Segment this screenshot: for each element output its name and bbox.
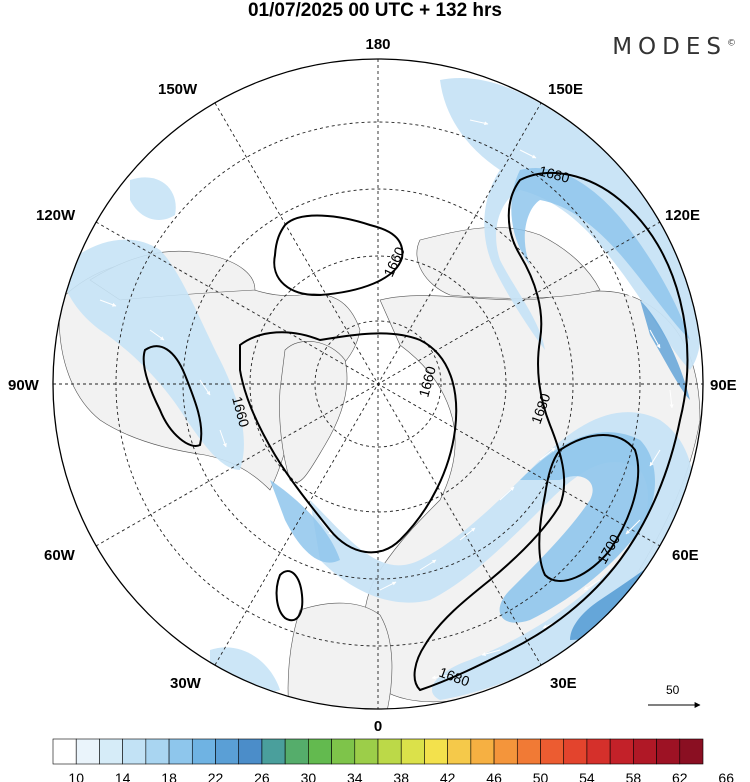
colorbar-swatch xyxy=(679,738,704,765)
lon-label-150w: 150W xyxy=(158,81,198,98)
lon-label-180: 180 xyxy=(365,36,390,53)
graticule xyxy=(53,59,703,709)
colorbar-swatch xyxy=(168,738,193,765)
map-title: 01/07/2025 00 UTC + 132 hrs xyxy=(247,0,503,21)
colorbar-swatch xyxy=(191,738,216,765)
colorbar-tick-label: 38 xyxy=(393,770,409,782)
colorbar-swatch xyxy=(261,738,286,765)
map-border xyxy=(52,58,704,710)
colorbar-swatch xyxy=(447,738,472,765)
colorbar-tick-label: 50 xyxy=(533,770,549,782)
colorbar-tick-label: 42 xyxy=(440,770,456,782)
lon-label-120e: 120E xyxy=(665,207,700,224)
colorbar-swatch xyxy=(633,738,657,765)
lon-label-0: 0 xyxy=(374,718,382,735)
colorbar-swatch xyxy=(145,738,170,765)
colorbar-swatch xyxy=(563,738,588,765)
colorbar-tick-label: 66 xyxy=(718,770,734,782)
height-contours xyxy=(142,172,689,692)
colorbar-swatch xyxy=(99,738,123,765)
reference-vector: 50 xyxy=(648,683,701,708)
colorbar-swatch xyxy=(122,738,147,765)
colorbar-swatch xyxy=(516,738,541,765)
colorbar-swatch xyxy=(308,738,332,765)
colorbar-swatch xyxy=(424,738,448,765)
longitude-labels: 180 0 90W 90E 150W 120W 150E 120E 60W 30… xyxy=(8,36,737,735)
svg-text:1660: 1660 xyxy=(415,364,439,398)
colorbar-tick-label: 46 xyxy=(486,770,502,782)
svg-text:50: 50 xyxy=(666,683,680,697)
colorbar-swatch xyxy=(284,738,309,765)
colorbar-swatch xyxy=(215,738,240,765)
colorbar-tick-label: 62 xyxy=(672,770,688,782)
colorbar-swatch xyxy=(354,738,379,765)
lon-label-90w: 90W xyxy=(8,377,40,394)
wind-vectors xyxy=(99,119,674,680)
colorbar-swatch xyxy=(656,738,681,765)
colorbar-swatch xyxy=(400,738,425,765)
colorbar-swatch xyxy=(377,738,402,765)
lon-label-120w: 120W xyxy=(36,207,76,224)
colorbar-tick-label: 54 xyxy=(579,770,595,782)
colorbar-tick-label: 34 xyxy=(347,770,363,782)
svg-text:1680: 1680 xyxy=(537,162,571,186)
lon-label-60w: 60W xyxy=(44,547,76,564)
lon-label-30w: 30W xyxy=(170,675,202,692)
colorbar-swatch xyxy=(470,738,495,765)
colorbar-swatch xyxy=(238,738,263,765)
svg-text:1660: 1660 xyxy=(229,395,253,429)
colorbar-swatch xyxy=(331,738,356,765)
colorbar-swatch xyxy=(586,738,611,765)
colorbar-tick-label: 22 xyxy=(208,770,224,782)
colorbar-tick-label: 26 xyxy=(254,770,270,782)
colorbar-swatch xyxy=(52,738,77,765)
colorbar-swatch xyxy=(493,738,518,765)
colorbar-tick-label: 18 xyxy=(161,770,177,782)
lon-label-30e: 30E xyxy=(550,675,577,692)
colorbar-swatch xyxy=(609,738,634,765)
colorbar-swatch xyxy=(75,738,100,765)
colorbar-swatch xyxy=(540,738,565,765)
lon-label-90e: 90E xyxy=(710,377,737,394)
colorbar-tick-label: 10 xyxy=(68,770,84,782)
colorbar-tick-label: 14 xyxy=(115,770,131,782)
colorbar: 10141822263034384246505458626670 xyxy=(52,738,734,782)
lon-label-150e: 150E xyxy=(548,81,583,98)
modes-logo: MODES© xyxy=(612,34,736,60)
lon-label-60e: 60E xyxy=(672,547,699,564)
colorbar-tick-label: 30 xyxy=(301,770,317,782)
colorbar-tick-label: 58 xyxy=(626,770,642,782)
